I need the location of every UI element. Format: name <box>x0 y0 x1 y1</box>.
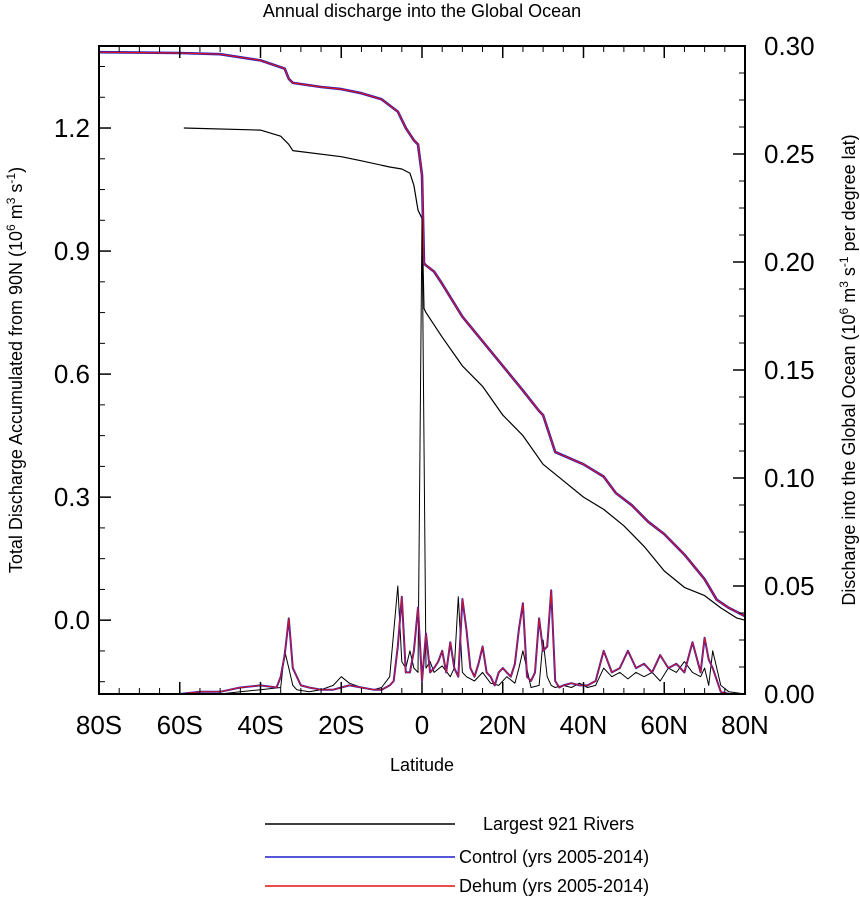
y-right-title-superscript: 6 <box>837 307 851 314</box>
y-right-tick-label: 0.10 <box>764 463 815 493</box>
y-left-title-part: s <box>6 184 26 198</box>
y-right-tick-label: 0.15 <box>764 355 815 385</box>
y-left-title-part: ) <box>6 167 26 173</box>
y-right-title-part: Discharge into the Global Ocean (10 <box>839 314 859 605</box>
x-tick-label: 40N <box>560 710 608 740</box>
y-right-title-superscript: 3 <box>837 281 851 288</box>
y-right-tick-label: 0.25 <box>764 139 815 169</box>
legend-label: Largest 921 Rivers <box>483 814 634 834</box>
series-layer <box>98 50 746 695</box>
y-right-axis-ticks: 0.00 0.05 0.10 0.15 0.20 0.25 0.30 <box>733 31 815 709</box>
x-tick-label: 80S <box>76 710 122 740</box>
y-right-title-part: per degree lat) <box>839 134 859 256</box>
x-tick-label: 0 <box>415 710 429 740</box>
x-tick-label: 20S <box>318 710 364 740</box>
y-right-title-superscript: -1 <box>837 256 851 267</box>
y-right-title-part: m <box>839 288 859 308</box>
y-right-tick-label: 0.00 <box>764 679 815 709</box>
y-left-tick-label: 1.2 <box>54 113 90 143</box>
x-axis-title: Latitude <box>390 755 454 775</box>
plot-frame <box>98 45 746 695</box>
y-right-axis-title: Discharge into the Global Ocean (106 m3 … <box>837 134 859 605</box>
legend-label: Dehum (yrs 2005-2014) <box>459 876 649 896</box>
y-left-title-part: m <box>6 204 26 224</box>
y-left-axis-title: Total Discharge Accumulated from 90N (10… <box>4 167 26 573</box>
y-left-axis-ticks: 0.0 0.3 0.6 0.9 1.2 <box>54 66 111 683</box>
x-tick-label: 20N <box>479 710 527 740</box>
series-line-0-left <box>183 127 746 621</box>
series-line-5-right <box>99 589 745 695</box>
y-right-tick-label: 0.20 <box>764 247 815 277</box>
series-line-2-left <box>98 51 746 617</box>
x-axis-ticks: 80S 60S 40S 20S 0 20N 40N 60N 80N <box>76 46 769 740</box>
y-right-tick-label: 0.30 <box>764 31 815 61</box>
series-line-1-left <box>98 50 746 618</box>
y-left-title-part: Total Discharge Accumulated from 90N (10 <box>6 231 26 573</box>
y-left-tick-label: 0.9 <box>54 236 90 266</box>
x-tick-label: 80N <box>721 710 769 740</box>
y-left-title-superscript: 6 <box>4 224 18 231</box>
legend: Largest 921 Rivers Control (yrs 2005-2014… <box>265 814 649 896</box>
y-left-tick-label: 0.6 <box>54 359 90 389</box>
y-left-title-superscript: -1 <box>4 173 18 184</box>
x-tick-label: 60N <box>640 710 688 740</box>
y-right-tick-label: 0.05 <box>764 571 815 601</box>
y-right-title-part: s <box>839 267 859 281</box>
series-line-3-right <box>99 218 746 695</box>
x-tick-label: 60S <box>157 710 203 740</box>
legend-label: Control (yrs 2005-2014) <box>459 847 649 867</box>
y-left-tick-label: 0.0 <box>54 605 90 635</box>
x-tick-label: 40S <box>237 710 283 740</box>
chart-title: Annual discharge into the Global Ocean <box>263 1 581 21</box>
y-left-tick-label: 0.3 <box>54 482 90 512</box>
y-left-title-superscript: 3 <box>4 197 18 204</box>
